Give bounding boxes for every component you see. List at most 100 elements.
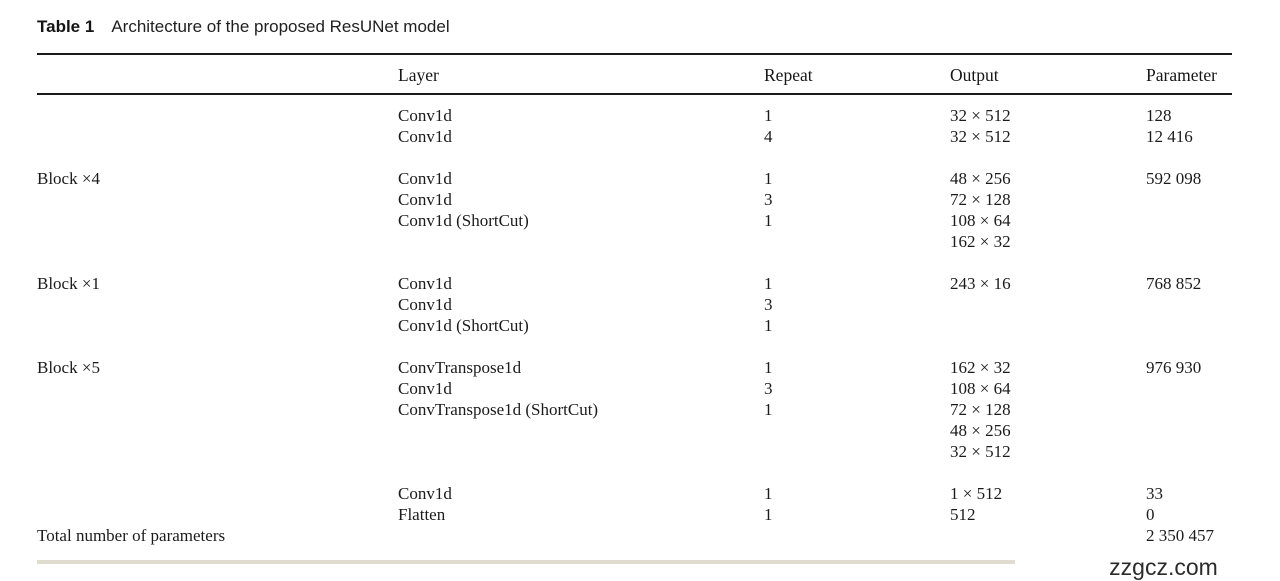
cell-output: 32 × 512	[950, 127, 1011, 146]
table-header-row: Layer Repeat Output Parameter	[37, 55, 1232, 93]
cell-parameter	[1146, 231, 1232, 252]
cell-block-label: Block ×5	[37, 358, 100, 377]
cell-parameter	[1146, 189, 1232, 210]
cell-parameter	[1146, 420, 1232, 441]
table-row: 162 × 32	[37, 231, 1232, 252]
cell-layer: Conv1d	[398, 106, 452, 125]
cell-repeat: 4	[764, 127, 773, 146]
table-footer-label: Total number of parameters	[37, 526, 226, 545]
cell-block-label: Block ×4	[37, 169, 100, 188]
cell-output: 32 × 512	[950, 106, 1011, 125]
cell-parameter	[1146, 378, 1232, 399]
cell-block-label	[37, 210, 398, 231]
table-footer-row: Total number of parameters 2 350 457	[37, 525, 1232, 546]
cell-block-label	[37, 504, 398, 525]
cell-parameter	[1146, 210, 1232, 231]
table-row: Conv1d 3 72 × 128	[37, 189, 1232, 210]
cell-layer: Conv1d (ShortCut)	[398, 211, 529, 230]
table-bottom-rule	[37, 560, 1232, 564]
table-row: Conv1d (ShortCut) 1 108 × 64	[37, 210, 1232, 231]
cell-block-label: Block ×1	[37, 274, 100, 293]
cell-repeat: 3	[764, 295, 773, 314]
cell-output: 108 × 64	[950, 211, 1011, 230]
table-row: 48 × 256	[37, 420, 1232, 441]
watermark: zzgcz.com	[1015, 547, 1280, 581]
cell-output: 162 × 32	[950, 232, 1011, 251]
cell-repeat: 1	[764, 484, 773, 503]
cell-output: 512	[950, 505, 976, 524]
cell-block-label	[37, 420, 398, 441]
cell-repeat: 3	[764, 379, 773, 398]
cell-output: 243 × 16	[950, 274, 1011, 293]
cell-layer: Conv1d (ShortCut)	[398, 316, 529, 335]
cell-repeat: 1	[764, 169, 773, 188]
cell-output: 48 × 256	[950, 421, 1011, 440]
cell-output: 72 × 128	[950, 190, 1011, 209]
cell-output: 32 × 512	[950, 442, 1011, 461]
cell-layer	[398, 420, 764, 441]
watermark-text: zzgcz.com	[1109, 553, 1218, 580]
cell-repeat	[764, 441, 950, 462]
cell-block-label	[37, 231, 398, 252]
table-row: 32 × 512	[37, 441, 1232, 462]
cell-layer: Conv1d	[398, 274, 452, 293]
cell-block-label	[37, 126, 398, 147]
cell-block-label	[37, 399, 398, 420]
cell-parameter: 33	[1146, 484, 1163, 503]
cell-block-label	[37, 105, 398, 126]
cell-repeat	[764, 231, 950, 252]
cell-layer: Conv1d	[398, 169, 452, 188]
cell-output: 162 × 32	[950, 358, 1011, 377]
column-header-parameter: Parameter	[1146, 65, 1217, 85]
cell-repeat: 1	[764, 505, 773, 524]
cell-block-label	[37, 378, 398, 399]
table-group: Conv1d 1 32 × 512 128 Conv1d 4 32 × 512 12 416	[37, 105, 1232, 147]
table-top-rule	[37, 53, 1232, 55]
cell-layer	[398, 441, 764, 462]
cell-output: 48 × 256	[950, 169, 1011, 188]
cell-layer: Conv1d	[398, 127, 452, 146]
footer-cell-layer	[398, 525, 764, 546]
table-group: Block ×1 Conv1d 1 243 × 16 768 852 Conv1d 3 Con…	[37, 273, 1232, 336]
architecture-table: Layer Repeat Output Parameter Conv1d 1 32 …	[37, 53, 1232, 564]
cell-layer: Conv1d	[398, 379, 452, 398]
table-caption: Table 1 Architecture of the proposed ResU…	[37, 17, 450, 37]
cell-block-label	[37, 189, 398, 210]
column-header-repeat: Repeat	[764, 65, 813, 85]
cell-block-label	[37, 483, 398, 504]
cell-layer: Flatten	[398, 505, 446, 524]
table-row: Block ×4 Conv1d 1 48 × 256 592 098	[37, 168, 1232, 189]
table-row: Conv1d 4 32 × 512 12 416	[37, 126, 1232, 147]
cell-parameter: 12 416	[1146, 127, 1193, 146]
cell-block-label	[37, 441, 398, 462]
cell-output: 108 × 64	[950, 379, 1011, 398]
cell-parameter	[1146, 294, 1232, 315]
table-group: Conv1d 1 1 × 512 33 Flatten 1 512 0	[37, 483, 1232, 525]
footer-cell-repeat	[764, 525, 950, 546]
table-row: Conv1d 1 32 × 512 128	[37, 105, 1232, 126]
cell-parameter	[1146, 315, 1232, 336]
table-group: Block ×4 Conv1d 1 48 × 256 592 098 Conv1d 3 72 …	[37, 168, 1232, 252]
cell-repeat: 1	[764, 358, 773, 377]
cell-parameter: 592 098	[1146, 169, 1202, 188]
cell-parameter: 976 930	[1146, 358, 1202, 377]
table-row: Block ×1 Conv1d 1 243 × 16 768 852	[37, 273, 1232, 294]
cell-layer	[398, 231, 764, 252]
cell-parameter: 128	[1146, 106, 1172, 125]
cell-block-label	[37, 294, 398, 315]
cell-output: 1 × 512	[950, 484, 1003, 503]
column-header-layer: Layer	[398, 65, 439, 85]
cell-repeat: 3	[764, 190, 773, 209]
cell-parameter	[1146, 441, 1232, 462]
table-header-rule	[37, 93, 1232, 95]
cell-parameter: 768 852	[1146, 274, 1202, 293]
cell-layer: Conv1d	[398, 295, 452, 314]
table-row: Conv1d 3 108 × 64	[37, 378, 1232, 399]
cell-layer: ConvTranspose1d (ShortCut)	[398, 400, 599, 419]
cell-layer: Conv1d	[398, 484, 452, 503]
table-row: Conv1d 1 1 × 512 33	[37, 483, 1232, 504]
table-row: Conv1d 3	[37, 294, 1232, 315]
cell-layer: Conv1d	[398, 190, 452, 209]
cell-repeat: 1	[764, 400, 773, 419]
table-row: Block ×5 ConvTranspose1d 1 162 × 32 976 930	[37, 357, 1232, 378]
